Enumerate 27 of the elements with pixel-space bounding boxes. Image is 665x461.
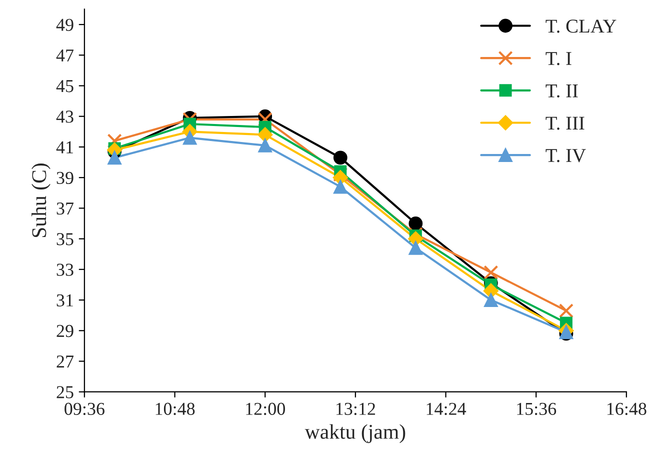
- x-tick-label: 15:36: [517, 402, 556, 416]
- y-tick-label: 33: [56, 264, 74, 276]
- y-tick-label: 37: [56, 202, 74, 215]
- y-tick-label: 39: [56, 172, 74, 184]
- y-tick-label: 25: [56, 386, 74, 398]
- y-tick-label: 27: [56, 356, 74, 368]
- y-tick-label: 45: [56, 80, 74, 92]
- y-tick-label: 43: [56, 110, 74, 123]
- x-tick-label: 09:36: [64, 402, 104, 416]
- y-tick-label: 29: [56, 324, 74, 338]
- y-tick-label: 47: [56, 50, 74, 62]
- x-tick-label: 16:48: [607, 402, 646, 416]
- x-axis-title: waktu (jam): [304, 424, 406, 444]
- x-tick-label: 13:12: [336, 402, 376, 416]
- x-tick-label: 14:24: [426, 402, 466, 416]
- legend-label: T. III: [546, 116, 584, 130]
- y-tick-label: 35: [56, 233, 74, 246]
- y-tick-label: 41: [56, 141, 73, 154]
- legend-label: T. I: [546, 52, 572, 66]
- x-tick-label: 10:48: [156, 402, 195, 416]
- legend-label: T. IV: [546, 149, 586, 162]
- legend-label: T. CLAY: [546, 20, 616, 33]
- y-tick-label: 49: [56, 18, 74, 31]
- x-tick-label: 12:00: [246, 402, 285, 416]
- y-tick-label: 31: [56, 294, 73, 306]
- y-axis-title: Suhu (C): [32, 164, 50, 238]
- legend-label: T. II: [546, 84, 578, 98]
